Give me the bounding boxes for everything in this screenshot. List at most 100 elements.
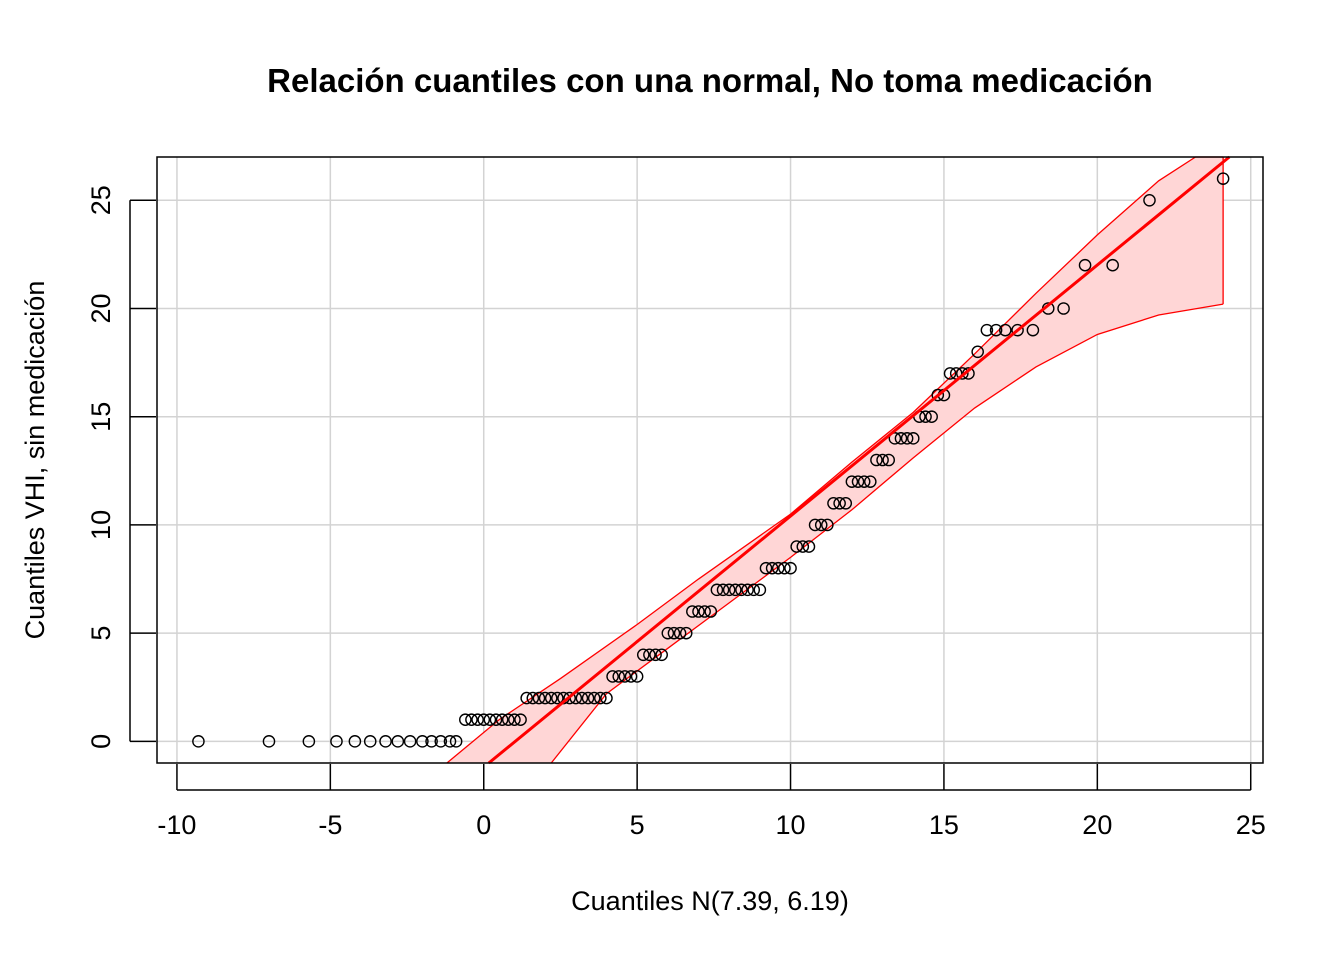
data-point bbox=[551, 691, 564, 705]
data-point bbox=[790, 540, 803, 553]
plot-frame bbox=[156, 156, 1264, 764]
confidence-band-fill bbox=[446, 157, 1224, 763]
data-point bbox=[348, 735, 362, 748]
data-point bbox=[845, 475, 859, 488]
data-point bbox=[931, 388, 945, 402]
data-point bbox=[943, 367, 957, 380]
data-point bbox=[594, 691, 607, 705]
data-point bbox=[735, 583, 748, 597]
x-tick-label: 10 bbox=[776, 810, 806, 840]
y-tick-label: 10 bbox=[86, 510, 116, 540]
data-point bbox=[514, 713, 527, 727]
data-point bbox=[771, 561, 785, 575]
data-point bbox=[876, 453, 889, 467]
data-point bbox=[449, 735, 463, 748]
reference-line bbox=[487, 155, 1231, 765]
data-point bbox=[753, 583, 767, 597]
data-point bbox=[618, 670, 632, 683]
y-tick-label: 0 bbox=[86, 734, 116, 749]
data-point bbox=[1026, 323, 1040, 337]
data-point bbox=[802, 540, 816, 553]
data-point bbox=[882, 453, 896, 467]
data-points bbox=[192, 172, 1230, 748]
data-point bbox=[679, 626, 693, 640]
data-point bbox=[747, 583, 761, 597]
data-point bbox=[722, 583, 736, 597]
data-point bbox=[643, 648, 656, 662]
data-point bbox=[581, 691, 595, 705]
data-point bbox=[465, 713, 478, 727]
data-point bbox=[262, 735, 276, 748]
data-point bbox=[870, 453, 883, 467]
confidence-band-lower bbox=[550, 303, 1224, 764]
data-point bbox=[698, 605, 711, 618]
data-point bbox=[980, 323, 994, 337]
data-point bbox=[379, 735, 392, 748]
data-point bbox=[649, 648, 662, 662]
data-point bbox=[636, 648, 650, 662]
confidence-band bbox=[446, 156, 1224, 764]
data-point bbox=[1106, 258, 1119, 272]
data-point bbox=[1216, 172, 1230, 185]
data-point bbox=[363, 735, 377, 748]
x-tick-label: -10 bbox=[157, 810, 196, 840]
x-tick-label: 20 bbox=[1082, 810, 1112, 840]
data-point bbox=[391, 735, 405, 748]
data-point bbox=[833, 496, 846, 510]
data-point bbox=[403, 735, 417, 748]
data-point bbox=[919, 410, 932, 424]
data-point bbox=[606, 670, 619, 683]
data-point bbox=[1011, 323, 1024, 337]
data-point bbox=[1078, 258, 1092, 272]
data-point bbox=[741, 583, 754, 597]
data-point bbox=[330, 735, 343, 748]
chart-title: Relación cuantiles con una normal, No to… bbox=[267, 62, 1153, 99]
data-point bbox=[857, 475, 871, 488]
data-point bbox=[796, 540, 810, 553]
data-point bbox=[192, 735, 205, 748]
reference-line-group bbox=[487, 155, 1231, 765]
data-point bbox=[434, 735, 448, 748]
y-axis-label: Cuantiles VHI, sin medicación bbox=[20, 281, 50, 640]
x-tick-label: 15 bbox=[929, 810, 959, 840]
x-tick-label: -5 bbox=[318, 810, 342, 840]
data-point bbox=[759, 561, 773, 575]
data-point bbox=[587, 691, 601, 705]
data-point bbox=[686, 605, 699, 618]
data-point bbox=[956, 367, 969, 380]
data-point bbox=[716, 583, 730, 597]
x-axis: -10 -5 0 5 10 15 20 25 bbox=[157, 764, 1266, 840]
x-tick-label: 0 bbox=[476, 810, 491, 840]
data-point bbox=[302, 735, 316, 748]
data-point bbox=[906, 432, 920, 445]
data-point bbox=[563, 691, 576, 705]
x-axis-label: Cuantiles N(7.39, 6.19) bbox=[571, 886, 849, 916]
data-point bbox=[624, 670, 638, 683]
data-point bbox=[612, 670, 626, 683]
data-point bbox=[661, 626, 675, 640]
data-point bbox=[864, 475, 877, 488]
y-axis: 0 5 10 15 20 25 bbox=[86, 185, 156, 749]
data-point bbox=[765, 561, 779, 575]
data-point bbox=[520, 691, 533, 705]
data-point bbox=[544, 691, 558, 705]
data-point bbox=[808, 518, 822, 532]
data-point bbox=[1143, 193, 1156, 207]
data-point bbox=[483, 713, 497, 727]
x-tick-label: 5 bbox=[630, 810, 645, 840]
data-point bbox=[729, 583, 742, 597]
data-point bbox=[894, 432, 908, 445]
y-tick-label: 15 bbox=[86, 402, 116, 432]
data-point bbox=[839, 496, 853, 510]
data-point bbox=[477, 713, 491, 727]
data-point bbox=[471, 713, 484, 727]
data-point bbox=[508, 713, 521, 727]
data-point bbox=[495, 713, 509, 727]
data-point bbox=[416, 735, 429, 748]
data-point bbox=[489, 713, 503, 727]
data-point bbox=[989, 323, 1003, 337]
data-point bbox=[673, 626, 687, 640]
data-point bbox=[704, 605, 718, 618]
data-point bbox=[538, 691, 552, 705]
